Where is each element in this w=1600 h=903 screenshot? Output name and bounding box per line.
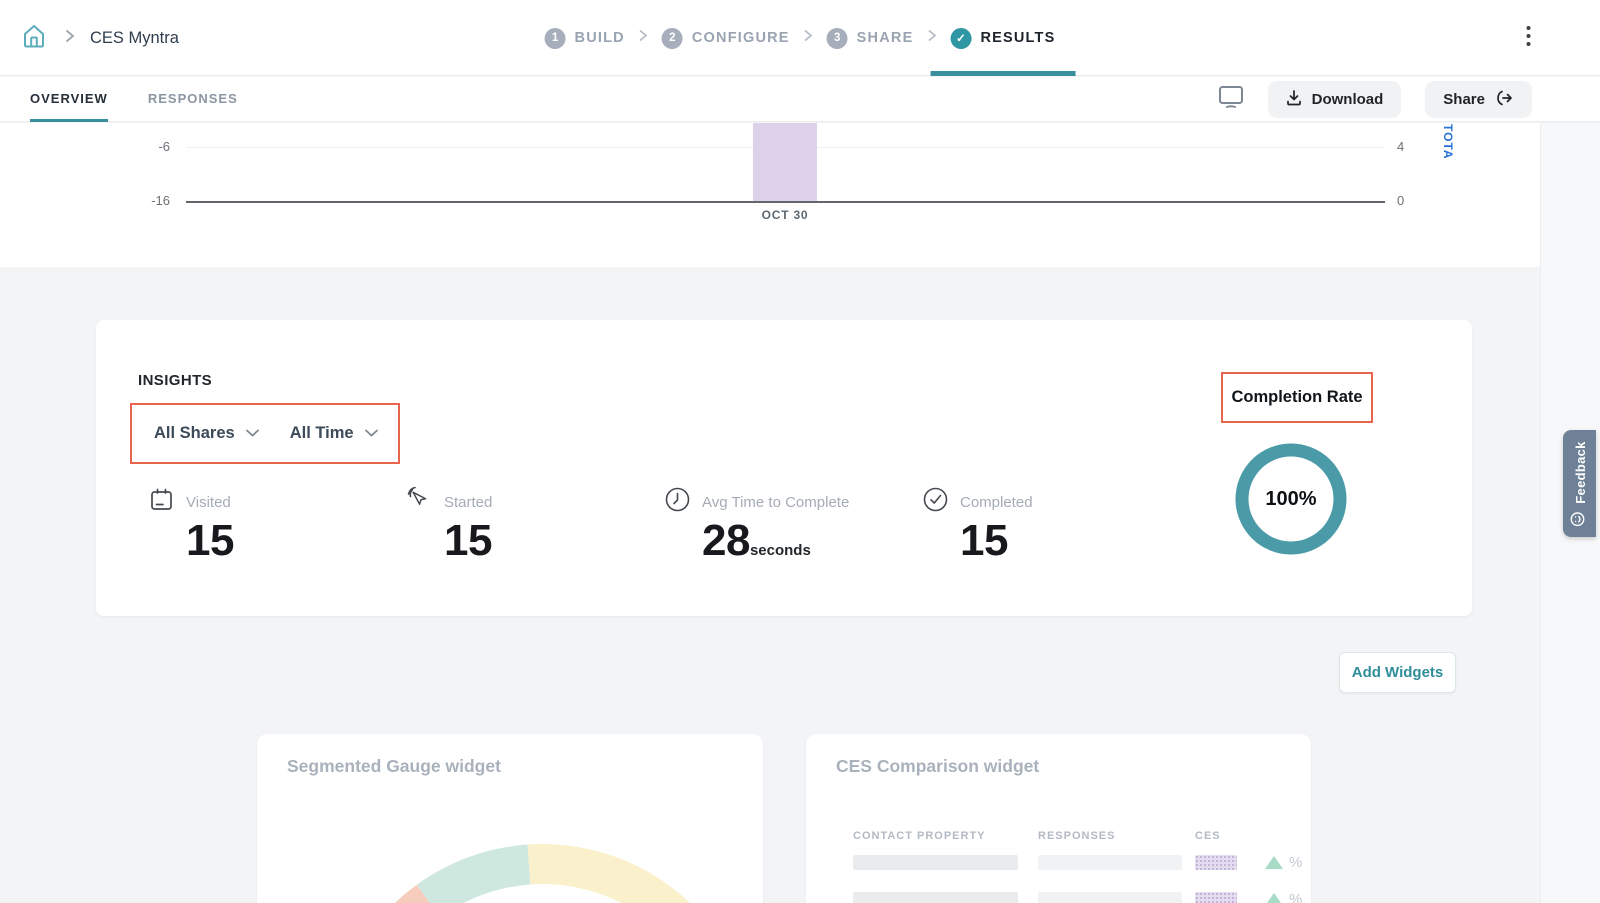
left-axis-tick: -6 [158,139,170,154]
triangle-up-icon [1265,856,1283,869]
step-results[interactable]: ✓ RESULTS [930,0,1076,76]
ces-placeholder-bar [1195,855,1237,870]
feedback-label: Feedback [1572,440,1587,504]
right-axis-tick: 0 [1397,193,1405,208]
step-share-number: 3 [826,27,848,49]
stat-label: Started [444,493,493,511]
tab-responses[interactable]: RESPONSES [147,90,238,106]
chevron-down-icon [245,425,260,443]
step-configure[interactable]: 2 CONFIGURE [661,0,790,76]
step-configure-label: CONFIGURE [691,30,790,46]
home-button[interactable] [18,22,50,54]
step-separator-icon [638,29,649,47]
stat-started: Started 15 [406,486,656,565]
step-build-number: 1 [544,27,566,49]
delta-percent-label: % [1289,891,1303,903]
shares-filter-value: All Shares [154,424,235,442]
breadcrumb: CES Myntra [18,0,179,76]
completion-rate-donut: 100% [1231,439,1351,559]
survey-stepper: 1 BUILD 2 CONFIGURE 3 SHARE ✓ RESULTS [544,0,1076,76]
stat-value: 15 [960,516,1008,565]
app-header: CES Myntra 1 BUILD 2 CONFIGURE 3 SHARE ✓… [0,0,1600,76]
download-button[interactable]: Download [1267,81,1402,118]
right-axis-tick: 4 [1397,139,1405,154]
shares-filter-dropdown[interactable]: All Shares [154,424,260,443]
column-header-responses: RESPONSES [1038,830,1116,842]
stat-completed: Completed 15 [922,486,1172,565]
add-widgets-button[interactable]: Add Widgets [1339,652,1456,693]
step-share-label: SHARE [856,30,914,46]
download-label: Download [1311,91,1384,108]
stat-label: Completed [960,493,1033,511]
monitor-icon [1218,85,1244,114]
completion-rate-label: Completion Rate [1231,388,1363,406]
step-separator-icon [926,29,937,47]
cursor-click-icon [406,486,433,518]
x-axis-label: OCT 30 [761,208,809,222]
share-label: Share [1443,91,1485,108]
segmented-gauge-chart [395,844,690,903]
breadcrumb-chevron-icon [64,29,76,48]
segmented-gauge-widget-card[interactable]: Segmented Gauge widget [257,734,763,903]
trend-bar-oct30[interactable] [753,123,817,201]
completion-rate-annotation-box: Completion Rate [1221,372,1373,423]
step-results-label: RESULTS [980,30,1056,46]
step-results-check-icon: ✓ [950,27,972,49]
insights-title: INSIGHTS [138,372,213,389]
filters-annotation-box: All Shares All Time [130,403,400,464]
stat-visited: Visited 15 [148,488,398,564]
x-axis-line [186,201,1385,203]
stat-label: Visited [186,493,231,511]
contact-property-placeholder-bar [853,855,1018,870]
stat-value: 15 [444,516,492,565]
active-step-underline [930,71,1076,76]
stat-avg-time: Avg Time to Complete 28 seconds [664,486,914,565]
stat-value: 15 [186,516,234,565]
ces-placeholder-bar [1195,892,1237,903]
time-filter-value: All Time [289,424,354,442]
table-row: % [806,854,1311,871]
responses-placeholder-bar [1038,892,1182,903]
calendar-icon [148,486,175,518]
chevron-down-icon [364,425,379,443]
responses-placeholder-bar [1038,855,1182,870]
home-icon [19,21,49,56]
right-axis-title: TOTA [1441,124,1455,160]
step-configure-number: 2 [661,27,683,49]
smiley-icon [1570,511,1590,526]
check-circle-icon [922,486,949,518]
step-separator-icon [803,29,814,47]
share-export-icon [1495,89,1514,111]
results-tabbar: OVERVIEW RESPONSES Download Share [0,77,1600,122]
feedback-tab-button[interactable]: Feedback [1563,430,1596,537]
column-header-ces: CES [1195,830,1221,842]
clock-icon [664,486,691,518]
tab-overview[interactable]: OVERVIEW [30,77,108,122]
stat-unit: seconds [749,542,811,560]
ces-comparison-widget-card[interactable]: CES Comparison widget CONTACT PROPERTY R… [806,734,1311,903]
trend-chart: -6 -16 4 0 OCT 30 TOTA [0,123,1600,267]
left-axis-tick: -16 [151,193,170,208]
step-share[interactable]: 3 SHARE [826,0,914,76]
share-button[interactable]: Share [1425,81,1532,118]
completion-rate-value: 100% [1265,487,1317,510]
column-header-contact-property: CONTACT PROPERTY [853,830,986,842]
insights-panel: INSIGHTS All Shares All Time Visited 15 [96,320,1472,616]
gauge-widget-title: Segmented Gauge widget [287,756,501,776]
ces-widget-title: CES Comparison widget [836,756,1040,776]
step-build-label: BUILD [574,30,625,46]
page-title: CES Myntra [90,28,179,47]
time-filter-dropdown[interactable]: All Time [290,424,379,443]
stat-value: 28 [702,516,750,565]
download-icon [1286,89,1302,110]
more-options-button[interactable] [1518,22,1538,54]
delta-percent-label: % [1289,854,1303,871]
table-row: % [806,891,1311,903]
presentation-mode-button[interactable] [1218,85,1244,114]
contact-property-placeholder-bar [853,892,1018,903]
kebab-menu-icon [1526,25,1531,52]
stat-label: Avg Time to Complete [702,493,850,511]
triangle-up-icon [1265,893,1283,903]
step-build[interactable]: 1 BUILD [544,0,625,76]
